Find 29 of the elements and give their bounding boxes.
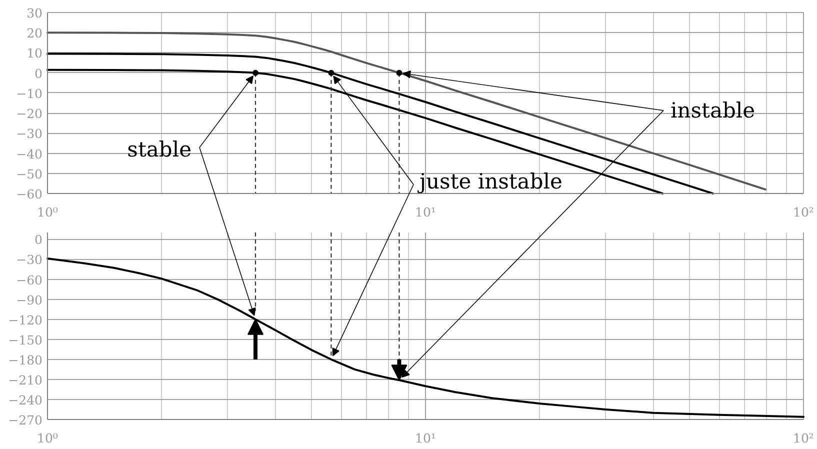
y-tick-label: −210 [8,372,43,388]
y-tick-label: 20 [26,26,43,41]
y-tick-label: 30 [26,6,43,20]
y-tick-label: 10 [26,46,43,61]
x-tick-label: 10² [793,430,814,446]
y-tick-label: −20 [16,106,43,122]
y-tick-label: −180 [8,352,43,368]
y-tick-label: −60 [16,272,43,288]
y-tick-label: −30 [16,126,43,142]
x-tick-label: 10¹ [415,430,436,446]
x-tick-label: 10¹ [415,204,436,220]
y-tick-label: −40 [16,146,43,162]
annotation: stable [127,138,192,162]
y-tick-label: −60 [16,186,43,202]
x-tick-label: 10² [793,204,814,220]
annotation: instable [670,98,756,122]
annotation: juste instable [416,170,562,194]
y-tick-label: 0 [34,232,43,248]
y-tick-label: −30 [16,252,43,268]
x-tick-label: 10⁰ [37,204,58,220]
y-tick-label: −120 [8,312,43,328]
y-tick-label: −10 [16,86,43,101]
y-tick-label: −50 [16,166,43,182]
y-tick-label: −240 [8,392,43,408]
y-tick-label: 0 [34,66,43,81]
x-tick-label: 10⁰ [37,430,58,446]
y-tick-label: −90 [16,292,43,308]
y-tick-label: −270 [8,412,43,428]
y-tick-label: −150 [8,332,43,348]
